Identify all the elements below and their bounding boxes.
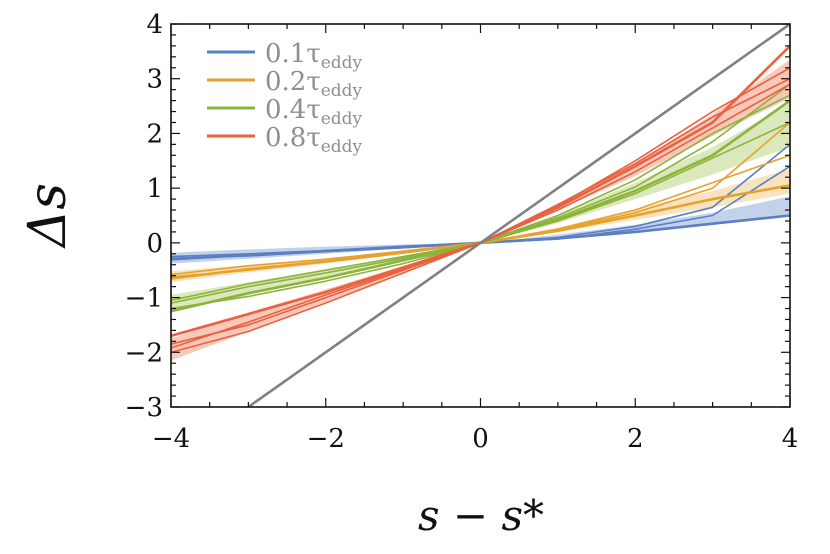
y-tick-label: 1	[146, 174, 163, 204]
band-series-3	[171, 59, 790, 361]
legend-label-3: 0.8τeddy	[265, 123, 363, 157]
reference-line	[246, 24, 790, 407]
axis-tick-labels: −4 −2 0 2 4 −3 −2 −1 0 1 2 3 4	[125, 10, 799, 454]
y-tick-label: 2	[146, 119, 163, 149]
axis-ticks	[170, 23, 791, 408]
y-tick-label: 4	[146, 10, 163, 40]
y-tick-label: 3	[146, 65, 163, 95]
x-tick-label: −4	[152, 424, 190, 454]
band-series-0	[171, 196, 790, 264]
y-axis-title: Δs	[18, 183, 78, 249]
x-tick-label: 2	[627, 424, 644, 454]
y-tick-label: 0	[146, 229, 163, 259]
y-tick-label: −3	[125, 393, 163, 423]
uncertainty-bands	[171, 59, 790, 361]
y-tick-label: −1	[125, 284, 163, 314]
x-tick-label: 4	[782, 424, 799, 454]
x-tick-label: 0	[472, 424, 489, 454]
reference-line-group	[246, 24, 790, 407]
legend-label-0: 0.1τeddy	[265, 39, 363, 73]
legend-label-1: 0.2τeddy	[265, 67, 363, 101]
x-axis-title: s − s*	[418, 491, 544, 540]
x-tick-label: −2	[307, 424, 345, 454]
legend-label-2: 0.4τeddy	[265, 95, 363, 129]
line-series-3-3	[171, 77, 790, 349]
y-tick-label: −2	[125, 338, 163, 368]
